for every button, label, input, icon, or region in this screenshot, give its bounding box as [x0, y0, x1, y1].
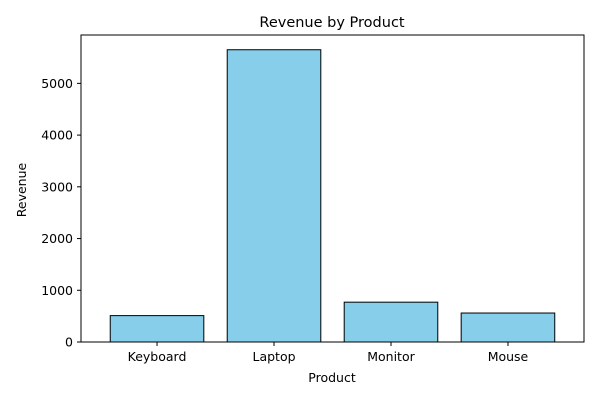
chart-title: Revenue by Product: [259, 15, 405, 31]
y-tick-label: 4000: [41, 128, 73, 143]
bar-laptop: [226, 49, 322, 343]
x-tick-label: Mouse: [488, 349, 529, 364]
bars-layer: [109, 49, 556, 343]
x-tick-label: Laptop: [252, 349, 295, 364]
x-axis: Keyboard Laptop Monitor Mouse: [128, 342, 529, 364]
y-tick-label: 2000: [41, 231, 73, 246]
y-tick-label: 0: [65, 335, 73, 350]
plot-frame: [80, 34, 585, 343]
y-tick-label: 3000: [41, 179, 73, 194]
x-tick-label: Keyboard: [128, 349, 187, 364]
y-axis-label: Revenue: [14, 162, 29, 217]
x-axis-label: Product: [308, 370, 356, 385]
y-tick-label: 5000: [41, 76, 73, 91]
y-axis: 0 1000 2000 3000 4000 5000: [41, 76, 81, 350]
y-tick-label: 1000: [41, 283, 73, 298]
bar-keyboard: [109, 315, 205, 343]
x-tick-label: Monitor: [367, 349, 415, 364]
bar-monitor: [343, 301, 439, 343]
bar-mouse: [460, 312, 556, 343]
